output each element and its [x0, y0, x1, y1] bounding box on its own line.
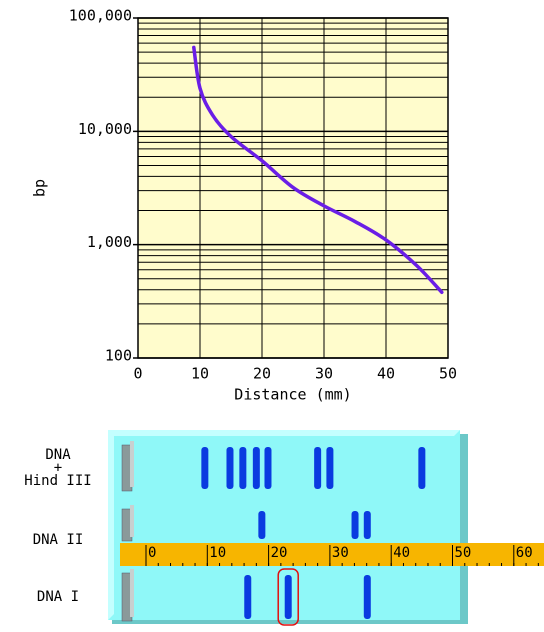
gel: [108, 430, 460, 620]
ruler-label: 20: [271, 545, 288, 561]
x-tick-label: 40: [377, 365, 395, 383]
x-tick-label: 20: [253, 365, 271, 383]
band[interactable]: [285, 575, 292, 619]
y-tick-label: 10,000: [78, 120, 132, 138]
x-tick-label: 50: [439, 365, 457, 383]
ruler-label: 60: [516, 545, 533, 561]
band[interactable]: [244, 575, 251, 619]
y-tick-label: 100,000: [69, 7, 132, 25]
lane-label: DNA II: [33, 532, 84, 548]
y-tick-label: 1,000: [87, 233, 132, 251]
ruler-label: 10: [209, 545, 226, 561]
x-tick-label: 0: [133, 365, 142, 383]
band[interactable]: [258, 511, 265, 539]
band[interactable]: [418, 447, 425, 489]
ruler-label: 0: [148, 545, 156, 561]
x-tick-label: 10: [191, 365, 209, 383]
y-axis-label: bp: [31, 179, 49, 197]
band[interactable]: [239, 447, 246, 489]
x-axis-label: Distance (mm): [234, 386, 351, 404]
band[interactable]: [352, 511, 359, 539]
x-tick-label: 30: [315, 365, 333, 383]
ruler-label: 50: [455, 545, 472, 561]
band[interactable]: [264, 447, 271, 489]
band[interactable]: [314, 447, 321, 489]
band[interactable]: [226, 447, 233, 489]
lane-label: DNA I: [37, 589, 79, 605]
well-side: [130, 441, 134, 487]
band[interactable]: [201, 447, 208, 489]
band[interactable]: [364, 575, 371, 619]
lane-label: Hind III: [24, 473, 91, 489]
y-tick-label: 100: [105, 347, 132, 365]
ruler-label: 30: [332, 545, 349, 561]
well-side: [130, 569, 134, 617]
band[interactable]: [253, 447, 260, 489]
well-side: [130, 505, 134, 537]
band[interactable]: [326, 447, 333, 489]
ruler: 0 10 20 30 40 50 60: [120, 543, 544, 566]
ruler-label: 40: [393, 545, 410, 561]
page: bp Distance (mm) 1001,00010,000100,00001…: [0, 0, 544, 632]
band[interactable]: [364, 511, 371, 539]
